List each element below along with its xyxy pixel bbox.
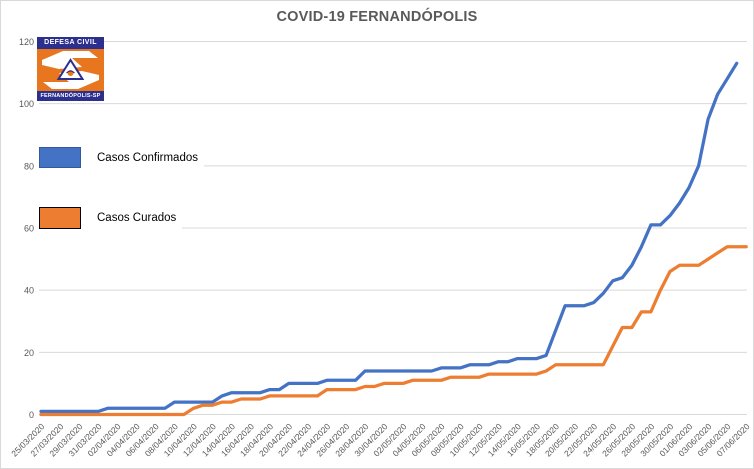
confirmados-legend-label: Casos Confirmados	[97, 151, 198, 164]
svg-text:60: 60	[24, 224, 34, 234]
curados-line	[39, 245, 748, 417]
legend-item-confirmados: Casos Confirmados	[39, 147, 204, 168]
defesa-civil-emblem-icon	[37, 49, 104, 91]
svg-text:80: 80	[24, 161, 34, 171]
logo-top-banner: DEFESA CIVIL	[37, 37, 104, 49]
legend-item-curados: Casos Curados	[39, 207, 183, 229]
logo-bottom-banner: FERNANDÓPOLIS-SP	[37, 91, 104, 101]
svg-text:40: 40	[24, 286, 34, 296]
y-axis-tick-labels: 0 20 40 60 80 100 120	[19, 37, 34, 420]
defesa-civil-logo: DEFESA CIVIL FERNANDÓPOLIS-SP	[37, 37, 104, 101]
gridlines	[39, 41, 747, 415]
confirmados-swatch-icon	[39, 147, 81, 168]
svg-text:100: 100	[19, 99, 34, 109]
svg-text:0: 0	[29, 410, 34, 420]
svg-text:120: 120	[19, 37, 34, 47]
curados-legend-label: Casos Curados	[97, 212, 177, 224]
confirmados-line	[39, 61, 739, 414]
svg-text:20: 20	[24, 348, 34, 358]
x-axis-tick-labels: 25/03/202027/03/202029/03/202031/03/2020…	[9, 421, 752, 458]
curados-swatch-icon	[39, 207, 81, 229]
chart-title: COVID-19 FERNANDÓPOLIS	[276, 9, 478, 25]
